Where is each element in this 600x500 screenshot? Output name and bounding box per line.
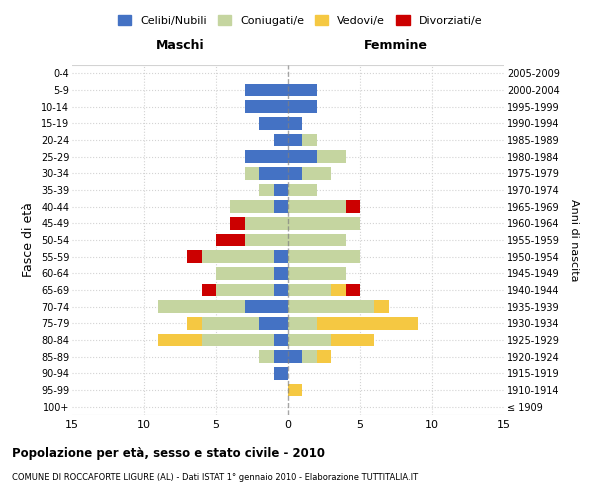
Bar	[245, 150, 288, 163]
Bar	[274, 367, 288, 380]
Bar	[187, 250, 202, 263]
Text: Popolazione per età, sesso e stato civile - 2010: Popolazione per età, sesso e stato civil…	[12, 448, 325, 460]
Bar	[216, 267, 274, 280]
Bar	[202, 334, 274, 346]
Bar	[302, 134, 317, 146]
Bar	[288, 250, 360, 263]
Bar	[274, 350, 288, 363]
Bar	[288, 300, 374, 313]
Bar	[288, 200, 346, 213]
Bar	[216, 284, 274, 296]
Bar	[331, 284, 346, 296]
Bar	[288, 167, 302, 179]
Bar	[302, 350, 317, 363]
Bar	[288, 284, 331, 296]
Bar	[288, 334, 331, 346]
Bar	[274, 200, 288, 213]
Bar	[288, 384, 302, 396]
Bar	[245, 84, 288, 96]
Legend: Celibi/Nubili, Coniugati/e, Vedovi/e, Divorziati/e: Celibi/Nubili, Coniugati/e, Vedovi/e, Di…	[113, 10, 487, 30]
Bar	[274, 250, 288, 263]
Bar	[202, 317, 259, 330]
Bar	[317, 317, 418, 330]
Bar	[230, 217, 245, 230]
Bar	[288, 134, 302, 146]
Bar	[259, 184, 274, 196]
Bar	[216, 234, 245, 246]
Bar	[230, 200, 274, 213]
Bar	[374, 300, 389, 313]
Bar	[274, 284, 288, 296]
Bar	[158, 334, 202, 346]
Bar	[245, 300, 288, 313]
Y-axis label: Fasce di età: Fasce di età	[22, 202, 35, 278]
Bar	[288, 184, 317, 196]
Y-axis label: Anni di nascita: Anni di nascita	[569, 198, 579, 281]
Bar	[187, 317, 202, 330]
Text: Femmine: Femmine	[364, 38, 428, 52]
Bar	[202, 284, 216, 296]
Bar	[158, 300, 245, 313]
Bar	[288, 350, 302, 363]
Bar	[288, 117, 302, 130]
Bar	[259, 117, 288, 130]
Bar	[288, 317, 317, 330]
Bar	[331, 334, 374, 346]
Bar	[346, 200, 360, 213]
Bar	[288, 84, 317, 96]
Bar	[274, 334, 288, 346]
Bar	[288, 150, 317, 163]
Bar	[274, 134, 288, 146]
Bar	[288, 267, 346, 280]
Text: Maschi: Maschi	[155, 38, 205, 52]
Bar	[245, 167, 259, 179]
Bar	[245, 217, 288, 230]
Bar	[259, 317, 288, 330]
Bar	[274, 184, 288, 196]
Bar	[245, 234, 288, 246]
Bar	[302, 167, 331, 179]
Bar	[346, 284, 360, 296]
Bar	[259, 350, 274, 363]
Bar	[259, 167, 288, 179]
Text: COMUNE DI ROCCAFORTE LIGURE (AL) - Dati ISTAT 1° gennaio 2010 - Elaborazione TUT: COMUNE DI ROCCAFORTE LIGURE (AL) - Dati …	[12, 472, 418, 482]
Bar	[288, 234, 346, 246]
Bar	[245, 100, 288, 113]
Bar	[288, 217, 360, 230]
Bar	[274, 267, 288, 280]
Bar	[288, 100, 317, 113]
Bar	[317, 350, 331, 363]
Bar	[317, 150, 346, 163]
Bar	[202, 250, 274, 263]
